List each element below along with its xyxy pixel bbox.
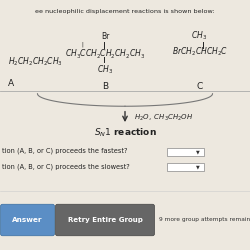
FancyBboxPatch shape <box>56 204 154 236</box>
Text: $H_2CH_2CH_2CH_3$: $H_2CH_2CH_2CH_3$ <box>8 55 62 68</box>
Text: Retry Entire Group: Retry Entire Group <box>68 217 142 223</box>
Text: ▼: ▼ <box>196 149 200 154</box>
Text: $CH_3$: $CH_3$ <box>97 64 113 76</box>
FancyBboxPatch shape <box>167 162 204 171</box>
Text: $S_N1$ reaction: $S_N1$ reaction <box>94 126 156 139</box>
Text: tion (A, B, or C) proceeds the fastest?: tion (A, B, or C) proceeds the fastest? <box>2 148 128 154</box>
Text: Br: Br <box>101 32 109 41</box>
Text: $BrCH_2CHCH_2C$: $BrCH_2CHCH_2C$ <box>172 45 228 58</box>
Text: Answer: Answer <box>12 217 43 223</box>
FancyBboxPatch shape <box>167 148 204 156</box>
Text: 9 more group attempts remaining: 9 more group attempts remaining <box>159 218 250 222</box>
FancyBboxPatch shape <box>0 204 54 236</box>
Text: tion (A, B, or C) proceeds the slowest?: tion (A, B, or C) proceeds the slowest? <box>2 163 130 170</box>
Text: $CH_3\overset{|}{C}CH_2CH_2CH_2CH_3$: $CH_3\overset{|}{C}CH_2CH_2CH_2CH_3$ <box>65 41 145 61</box>
Text: ee nucleophilic displacement reactions is shown below:: ee nucleophilic displacement reactions i… <box>35 9 215 14</box>
Text: $H_2O,\ CH_3CH_2OH$: $H_2O,\ CH_3CH_2OH$ <box>134 112 193 122</box>
Text: $CH_3$: $CH_3$ <box>191 30 207 42</box>
Text: B: B <box>102 82 108 91</box>
Text: C: C <box>197 82 203 91</box>
Text: ▼: ▼ <box>196 164 200 169</box>
Text: A: A <box>8 79 14 88</box>
